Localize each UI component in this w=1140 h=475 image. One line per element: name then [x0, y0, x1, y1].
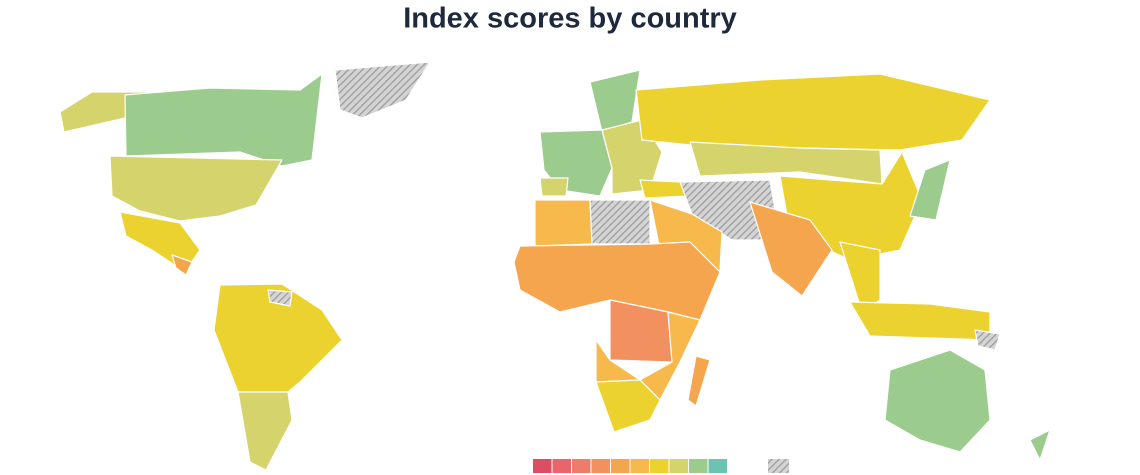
country [974, 329, 1001, 351]
country [534, 199, 593, 247]
country [679, 179, 781, 241]
country [539, 177, 569, 197]
legend-swatch [708, 459, 727, 473]
country [334, 61, 431, 119]
legend-swatch [689, 459, 708, 473]
country-shapes [59, 61, 1051, 471]
country [884, 349, 991, 453]
country [267, 289, 293, 307]
country [109, 155, 283, 222]
legend-swatch [572, 459, 591, 473]
country [635, 73, 991, 151]
chart-title: Index scores by country [403, 3, 737, 35]
country [237, 391, 293, 471]
legend-swatch [611, 459, 630, 473]
country [909, 159, 951, 221]
legend-swatch [591, 459, 610, 473]
country [595, 379, 661, 433]
country [749, 201, 833, 297]
legend-swatch [533, 459, 552, 473]
legend-swatch [650, 459, 669, 473]
legend-swatch [669, 459, 688, 473]
country [171, 254, 193, 276]
legend-swatch [630, 459, 649, 473]
country [849, 301, 991, 341]
country [1029, 429, 1051, 461]
legend-swatch [552, 459, 571, 473]
country [589, 199, 651, 245]
country [213, 283, 343, 393]
country [687, 355, 711, 407]
legend-no-data-swatch [768, 459, 789, 473]
legend [533, 459, 789, 473]
country [124, 73, 323, 167]
country [839, 241, 881, 313]
